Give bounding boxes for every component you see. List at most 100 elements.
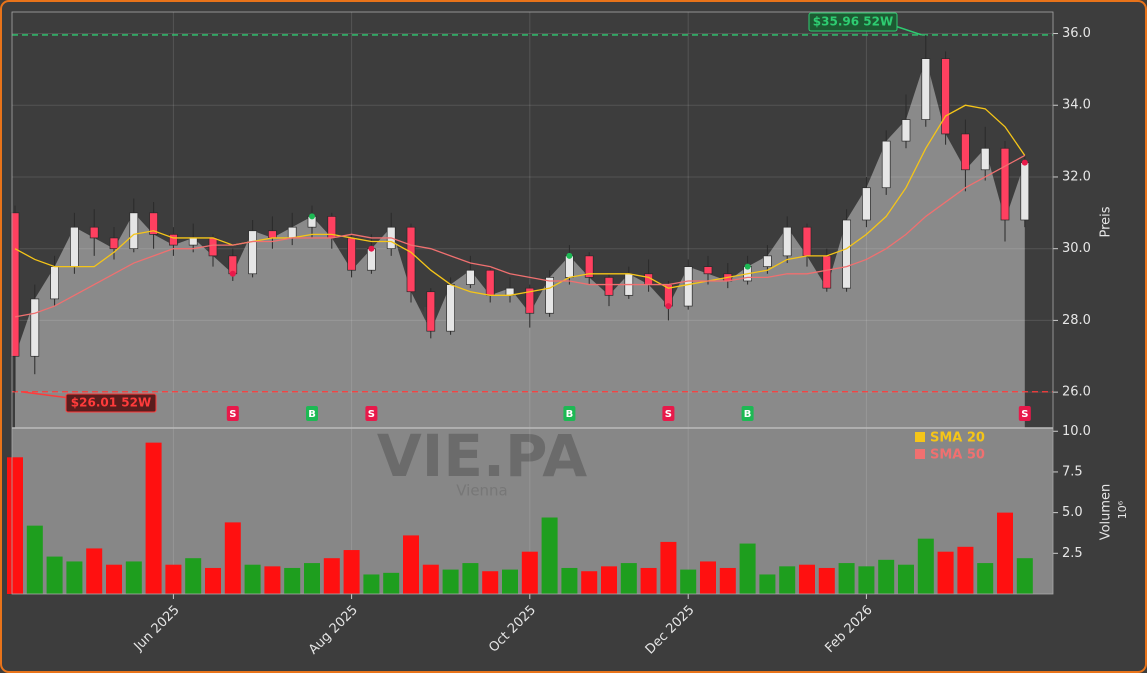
exchange-watermark: Vienna <box>456 482 508 500</box>
volume-bar <box>106 564 122 594</box>
signal-label: S <box>368 409 375 420</box>
volume-bar <box>502 569 518 594</box>
volume-bar <box>660 541 677 594</box>
volume-bar <box>680 569 697 594</box>
volume-bar <box>66 561 83 594</box>
signal-box <box>563 406 576 421</box>
volume-bar <box>145 442 162 594</box>
legend-label: SMA 20 <box>930 431 985 446</box>
candle-body <box>565 255 574 278</box>
y-tick-label: 26.0 <box>1062 385 1091 400</box>
signal-label: B <box>744 409 752 420</box>
annotation-box <box>808 12 898 32</box>
volume-bar <box>26 525 43 594</box>
volume-bar <box>521 551 538 594</box>
volume-bar <box>620 563 637 594</box>
sma-line <box>14 154 1026 318</box>
candle-body <box>485 269 495 296</box>
y-tick-label: 34.0 <box>1062 98 1091 113</box>
signal-box <box>226 406 239 421</box>
annotation-label: $35.96 52W <box>813 15 893 29</box>
volume-bar <box>937 551 954 594</box>
volume-bar <box>759 574 776 594</box>
y-tick-label: 28.0 <box>1062 313 1091 328</box>
candle-body <box>129 212 139 250</box>
signal-label: S <box>229 409 236 420</box>
candle-body <box>50 266 59 300</box>
legend-swatch <box>915 432 925 442</box>
candle-body <box>10 212 20 357</box>
candle-body <box>941 58 950 135</box>
volume-bar <box>343 550 360 594</box>
candle-body <box>822 255 832 289</box>
volume-bar <box>917 538 934 594</box>
volume-bar <box>957 546 974 594</box>
candle-body <box>584 255 594 278</box>
y-tick-label: 32.0 <box>1062 169 1091 184</box>
y-tick-label: 36.0 <box>1062 26 1091 41</box>
volume-bar <box>482 571 499 594</box>
y-axis-label: Preis <box>1099 206 1114 237</box>
volume-bar <box>422 564 439 594</box>
volume-bar <box>224 522 241 594</box>
candle-body <box>980 147 990 171</box>
candle-body <box>406 226 416 293</box>
annotation-arrow <box>20 391 71 399</box>
volume-bar <box>165 564 182 594</box>
candle-body <box>901 119 911 142</box>
signal-dot <box>368 245 375 252</box>
volume-bar <box>1016 558 1033 594</box>
volume-bar <box>205 567 221 594</box>
candle-body <box>30 298 40 357</box>
volume-bar <box>799 564 815 594</box>
candle-body <box>188 237 198 246</box>
volume-bar <box>383 572 400 594</box>
volume-bar <box>640 567 657 594</box>
candle-body <box>466 269 475 285</box>
volume-bar <box>442 569 459 594</box>
y-tick-label: 10.0 <box>1062 424 1091 439</box>
legend-swatch <box>915 449 925 459</box>
volume-bar <box>739 543 756 594</box>
candle-body <box>525 287 535 314</box>
legend-label: SMA 50 <box>930 448 985 463</box>
axis-multiplier: 10⁶ <box>1116 500 1129 519</box>
annotation-box <box>65 393 157 413</box>
signal-label: B <box>566 409 574 420</box>
candle-body <box>1000 147 1010 221</box>
volume-bar <box>363 574 380 594</box>
signal-dot <box>309 213 315 220</box>
candle-body <box>881 140 891 189</box>
volume-bar <box>304 563 320 594</box>
candle-body <box>683 266 693 307</box>
candle-body <box>921 58 931 120</box>
symbol-watermark: VIE.PA <box>377 422 587 490</box>
volume-bar <box>86 548 103 594</box>
volume-bar <box>878 559 895 594</box>
volume-bar <box>997 512 1013 594</box>
volume-bar <box>779 566 796 594</box>
volume-bar <box>561 567 578 594</box>
candle-body <box>703 266 713 275</box>
volume-bar <box>541 517 558 594</box>
y-tick-label: 2.5 <box>1062 546 1083 561</box>
signal-dot <box>229 270 236 277</box>
candle-body <box>89 226 99 239</box>
volume-bar <box>818 567 835 594</box>
signal-box <box>306 406 318 421</box>
volume-bar <box>601 566 617 594</box>
candle-body <box>347 237 356 271</box>
candle-body <box>169 233 178 246</box>
volume-bar <box>185 558 202 594</box>
candle-body <box>604 277 614 296</box>
signal-box <box>662 406 675 421</box>
volume-bar <box>244 564 261 594</box>
volume-bar <box>264 566 281 594</box>
annotation-arrow <box>894 25 923 36</box>
volume-bar <box>403 535 419 594</box>
candle-body <box>367 248 376 271</box>
signal-dot <box>566 252 573 259</box>
candle-body <box>208 237 218 257</box>
sma-line <box>14 104 1026 296</box>
